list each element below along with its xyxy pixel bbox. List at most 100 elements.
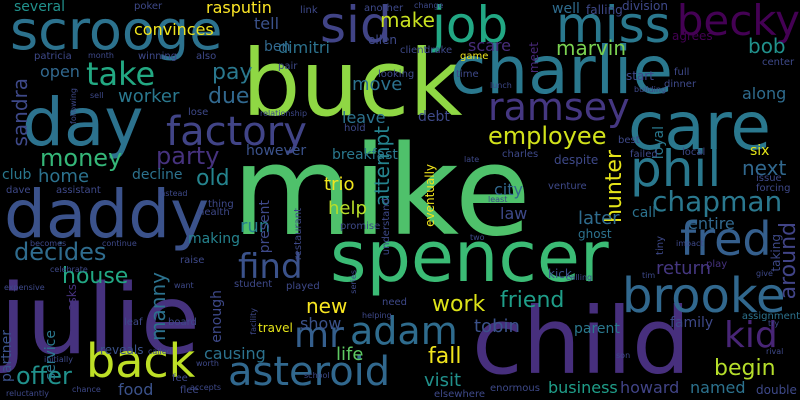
cloud-word-debt: debt <box>418 109 450 125</box>
cloud-word-find: find <box>238 247 303 287</box>
cloud-word-leave: leave <box>342 108 386 127</box>
cloud-word-patricia: patricia <box>34 51 72 62</box>
cloud-word-full: full <box>674 67 690 78</box>
cloud-word-law: law <box>500 204 528 223</box>
cloud-word-failed: failed <box>630 149 658 160</box>
cloud-word-kid: kid <box>724 315 778 356</box>
cloud-word-charles: charles <box>502 149 539 160</box>
cloud-word-several: several <box>14 0 66 15</box>
cloud-word-expensive: expensive <box>4 283 45 292</box>
cloud-word-decides: decides <box>14 238 107 266</box>
cloud-word-visit: visit <box>424 370 462 391</box>
cloud-word-miss: miss <box>556 0 671 54</box>
cloud-word-family: family <box>670 315 714 331</box>
cloud-word-new: new <box>306 294 348 318</box>
cloud-word-breakfast: breakfast <box>332 147 398 163</box>
cloud-word-student: student <box>234 279 273 290</box>
cloud-word-kick: kick <box>548 267 572 281</box>
cloud-word-called: called <box>148 347 172 356</box>
cloud-word-thing: thing <box>208 199 234 210</box>
cloud-word-run: run <box>240 216 271 237</box>
cloud-word-asteroid: asteroid <box>228 349 391 395</box>
cloud-word-school: school <box>304 371 330 380</box>
cloud-word-impact: impact <box>676 239 704 248</box>
cloud-word-dave: dave <box>6 185 31 196</box>
cloud-word-howard: howard <box>620 378 680 397</box>
cloud-word-reluctantly: reluctantly <box>6 389 49 398</box>
cloud-word-rasputin: rasputin <box>206 0 272 17</box>
cloud-word-enough: enough <box>209 290 225 343</box>
cloud-word-fred: fred <box>680 212 772 266</box>
cloud-word-health: health <box>198 207 230 218</box>
cloud-word-play: play <box>706 259 728 270</box>
cloud-word-worker: worker <box>118 86 180 107</box>
cloud-word-day: day <box>22 84 144 161</box>
cloud-word-business: business <box>548 378 618 397</box>
cloud-word-local: local <box>682 147 706 158</box>
cloud-word-looking: looking <box>378 69 415 80</box>
cloud-word-travel: travel <box>258 321 293 335</box>
cloud-word-begin: begin <box>714 356 776 381</box>
cloud-word-employee: employee <box>488 122 607 150</box>
cloud-word-manny: manny <box>146 272 170 341</box>
cloud-word-phil: phil <box>630 140 722 198</box>
cloud-word-attempt: attempt <box>370 126 394 207</box>
cloud-word-fee: fee <box>172 373 188 384</box>
cloud-word-home: home <box>38 166 90 187</box>
cloud-word-old: old <box>196 166 230 191</box>
cloud-word-scare: scare <box>468 36 512 55</box>
cloud-word-becomes: becomes <box>30 239 67 248</box>
cloud-word-ghost: ghost <box>578 227 612 241</box>
cloud-word-fall: fall <box>428 344 462 369</box>
cloud-word-party: party <box>156 142 220 170</box>
cloud-word-take: take <box>86 55 156 93</box>
cloud-word-venture: venture <box>548 181 587 192</box>
cloud-word-parent: parent <box>574 321 620 337</box>
cloud-word-city: city <box>494 180 523 199</box>
cloud-word-asks: asks <box>65 284 79 311</box>
cloud-word-time: time <box>456 69 479 80</box>
cloud-word-poker: poker <box>134 1 163 12</box>
cloud-word-month: month <box>88 51 114 60</box>
cloud-word-food: food <box>118 380 154 399</box>
cloud-word-restaurant: restaurant <box>293 208 304 261</box>
cloud-word-along: along <box>742 84 787 103</box>
cloud-word-give: give <box>756 269 773 278</box>
cloud-word-tiny: tiny <box>655 236 666 255</box>
cloud-word-offer: offer <box>16 362 72 390</box>
cloud-word-game: game <box>460 51 489 62</box>
cloud-word-help: help <box>328 198 367 219</box>
cloud-word-due: due <box>208 84 250 109</box>
cloud-word-sell: sell <box>90 91 104 100</box>
cloud-word-promise: promise <box>340 221 381 232</box>
cloud-word-well: well <box>552 1 580 17</box>
cloud-word-facility: facility <box>249 308 258 335</box>
cloud-word-child: child <box>472 288 691 395</box>
cloud-word-lunch: lunch <box>490 81 512 90</box>
cloud-word-causing: causing <box>204 344 266 363</box>
cloud-word-series: series <box>349 270 358 294</box>
cloud-word-division: division <box>622 0 668 13</box>
cloud-word-leaf: leaf <box>124 317 143 328</box>
cloud-word-club: club <box>2 167 32 183</box>
cloud-word-scrooge: scrooge <box>10 0 223 62</box>
cloud-word-pair: pair <box>278 61 298 72</box>
cloud-word-spencer: spencer <box>330 216 609 298</box>
cloud-word-ben: ben <box>264 39 291 55</box>
cloud-word-marvin: marvin <box>556 36 627 60</box>
cloud-word-issue: issue <box>756 173 782 184</box>
cloud-word-named: named <box>690 378 746 397</box>
cloud-word-link: link <box>300 5 318 16</box>
cloud-word-charlie: charlie <box>450 32 673 109</box>
cloud-word-convinces: convinces <box>134 20 214 39</box>
cloud-word-rival: rival <box>766 347 784 356</box>
cloud-word-taking: taking <box>769 234 783 272</box>
cloud-word-double: double <box>756 383 797 397</box>
cloud-word-make: make <box>380 8 435 32</box>
cloud-word-calling: calling <box>566 273 593 282</box>
cloud-word-raise: raise <box>180 255 205 266</box>
cloud-word-bob: bob <box>748 34 786 58</box>
cloud-word-also: also <box>196 51 217 62</box>
cloud-word-understand: understand <box>381 198 392 256</box>
